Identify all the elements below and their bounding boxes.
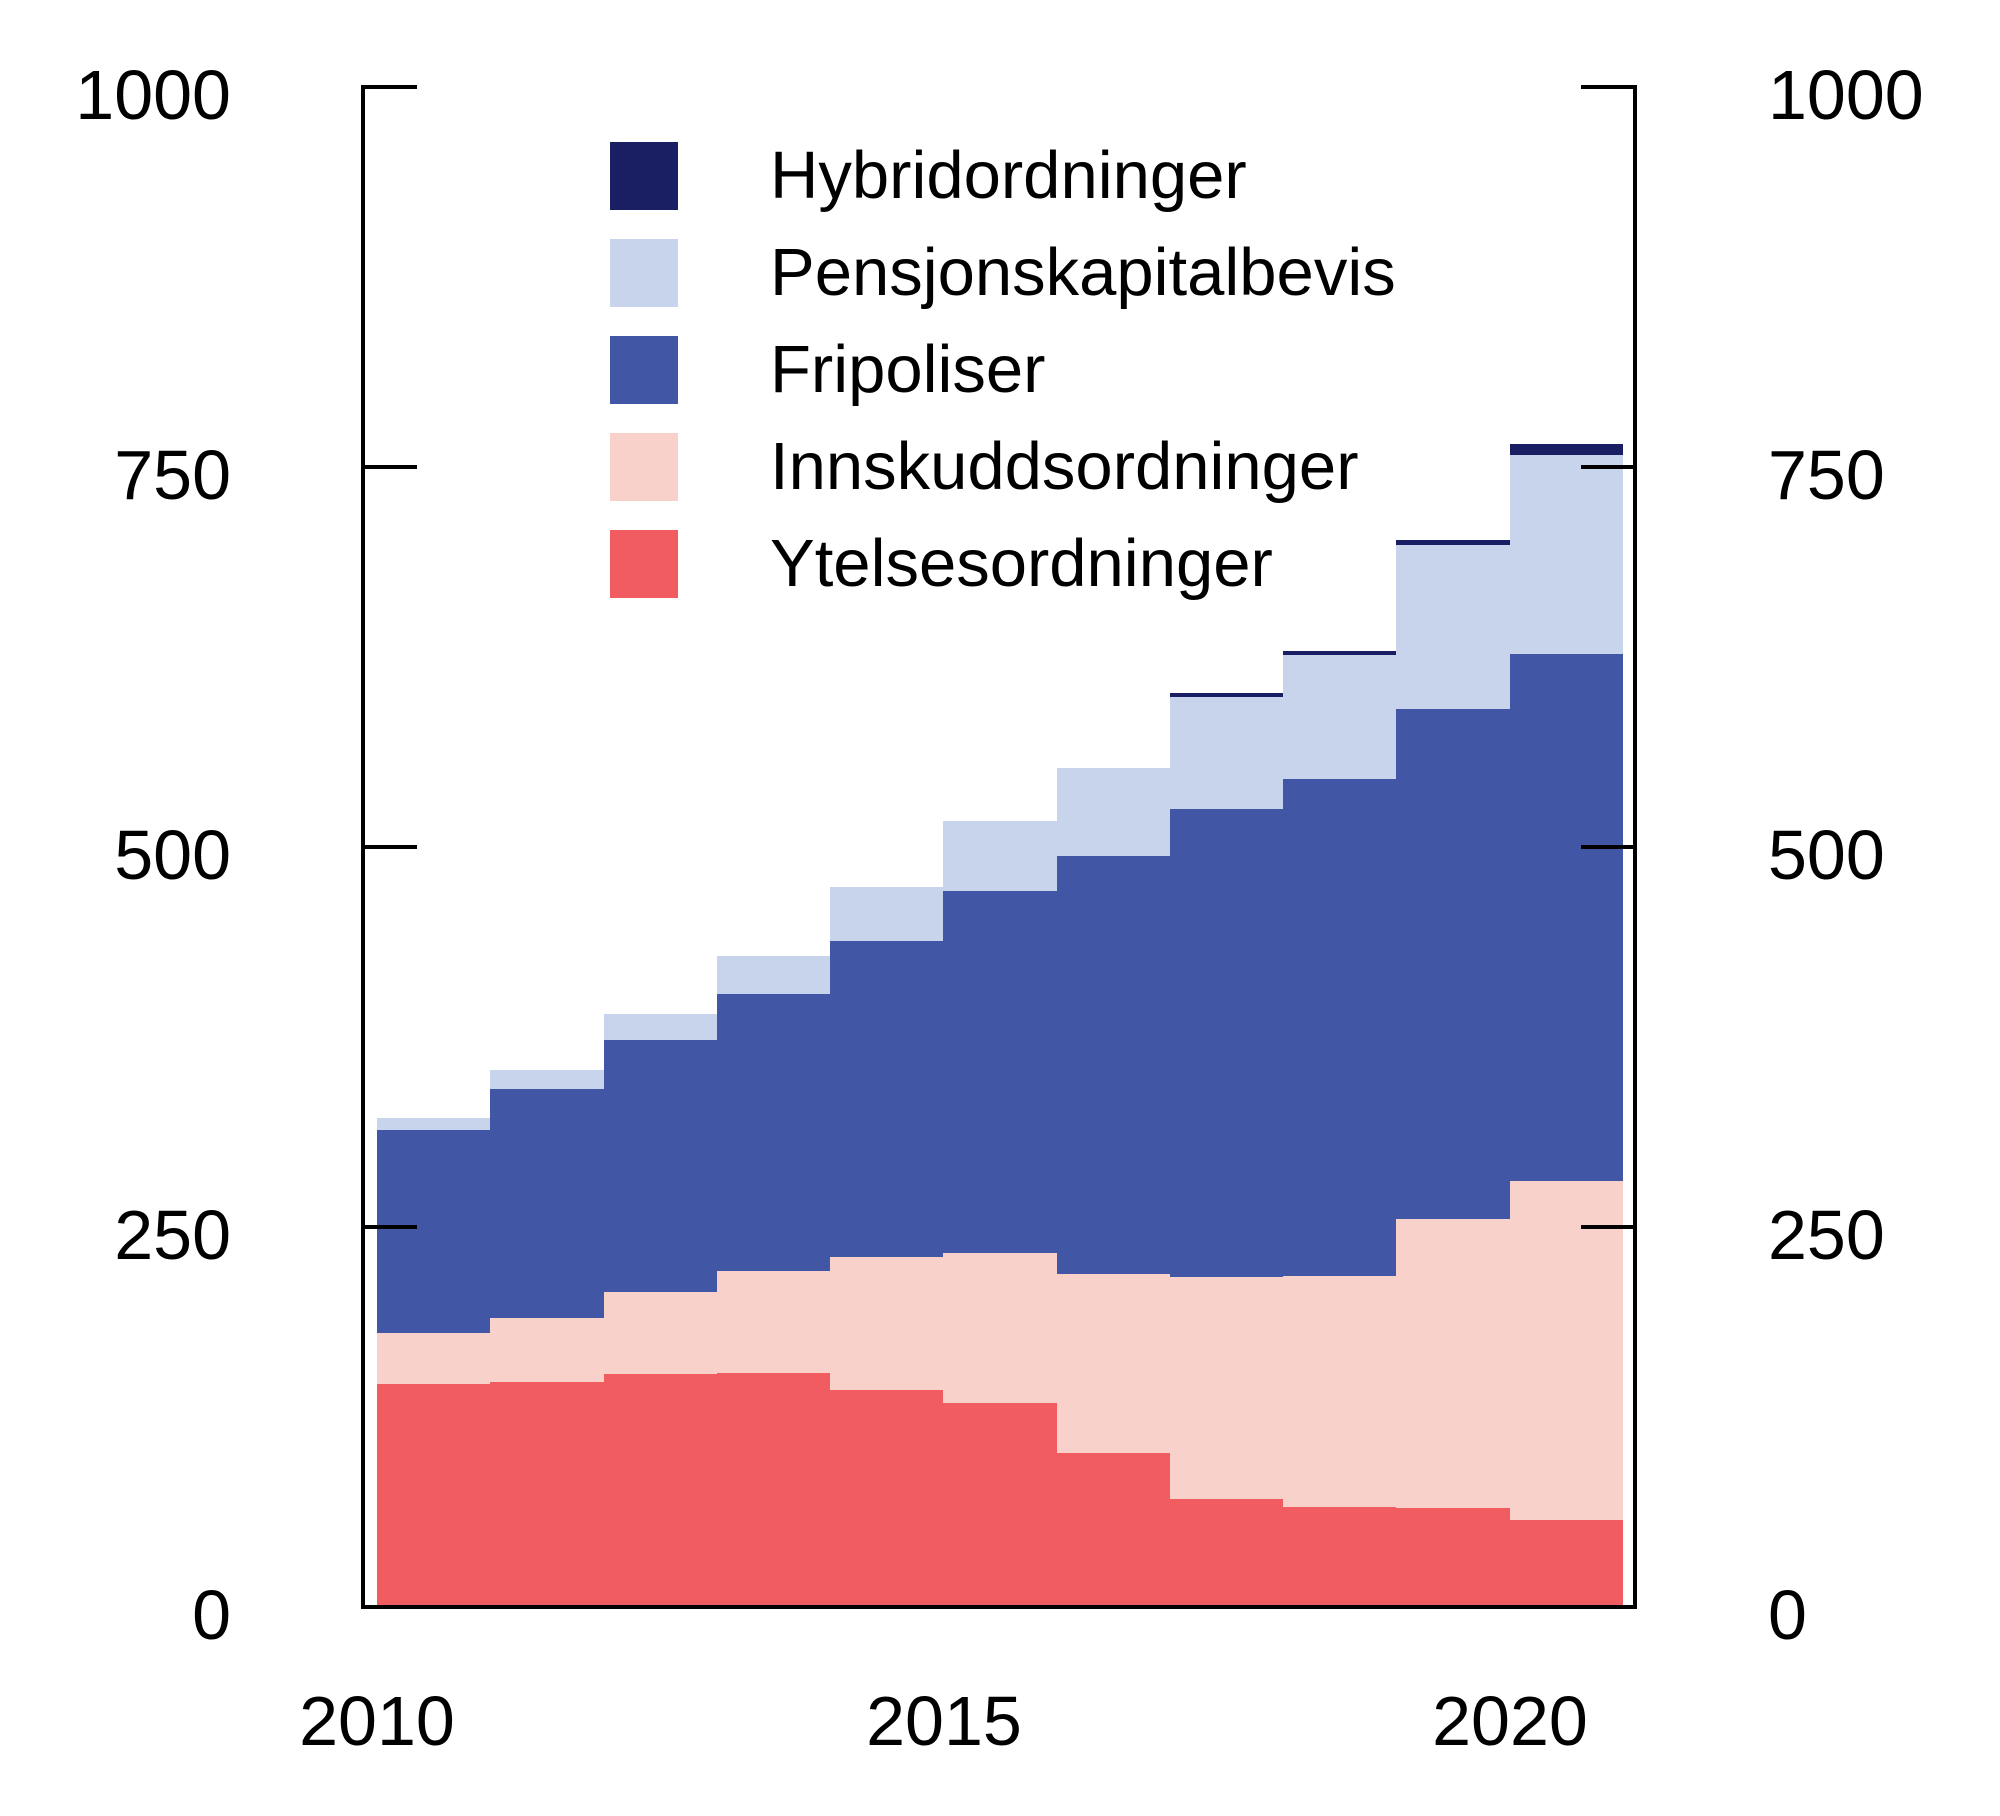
legend-item-hybridordninger: Hybridordninger xyxy=(610,127,1396,224)
y-tick-label-right: 1000 xyxy=(1768,56,1924,134)
bar-segment-pensjonskapitalbevis-2018 xyxy=(1283,655,1396,779)
bar-segment-innskuddsordninger-2016 xyxy=(1057,1274,1170,1453)
bar-segment-hybridordninger-2020 xyxy=(1510,444,1623,455)
bar-segment-ytelsesordninger-2018 xyxy=(1283,1507,1396,1607)
y-tick-left-250 xyxy=(365,1225,417,1229)
bar-segment-innskuddsordninger-2012 xyxy=(604,1292,717,1374)
y-tick-label-right: 250 xyxy=(1768,1196,1885,1274)
legend-item-ytelsesordninger: Ytelsesordninger xyxy=(610,515,1396,612)
legend-item-pensjonskapitalbevis: Pensjonskapitalbevis xyxy=(610,224,1396,321)
legend-label: Ytelsesordninger xyxy=(770,526,1273,601)
legend-swatch-hybridordninger xyxy=(610,141,678,210)
bar-segment-pensjonskapitalbevis-2012 xyxy=(604,1014,717,1040)
bar-segment-ytelsesordninger-2015 xyxy=(943,1403,1057,1607)
bar-segment-innskuddsordninger-2015 xyxy=(943,1253,1057,1403)
bar-segment-innskuddsordninger-2011 xyxy=(490,1318,604,1382)
bar-segment-fripoliser-2015 xyxy=(943,891,1057,1253)
bar-segment-hybridordninger-2017 xyxy=(1170,693,1283,697)
y-tick-right-250 xyxy=(1581,1225,1633,1229)
bar-segment-fripoliser-2018 xyxy=(1283,779,1396,1276)
bar-segment-pensjonskapitalbevis-2013 xyxy=(717,956,830,994)
bar-segment-pensjonskapitalbevis-2017 xyxy=(1170,697,1283,809)
legend-item-fripoliser: Fripoliser xyxy=(610,321,1396,418)
bar-segment-fripoliser-2010 xyxy=(377,1130,490,1333)
bar-segment-hybridordninger-2018 xyxy=(1283,651,1396,655)
bar-segment-fripoliser-2011 xyxy=(490,1089,604,1318)
bar-segment-pensjonskapitalbevis-2010 xyxy=(377,1118,490,1130)
y-tick-left-1000 xyxy=(365,85,417,89)
y-tick-label-left: 250 xyxy=(114,1196,231,1274)
bar-segment-fripoliser-2016 xyxy=(1057,856,1170,1274)
bar-segment-pensjonskapitalbevis-2014 xyxy=(830,887,943,941)
bar-segment-ytelsesordninger-2017 xyxy=(1170,1499,1283,1607)
bar-segment-innskuddsordninger-2014 xyxy=(830,1257,943,1390)
bar-segment-pensjonskapitalbevis-2011 xyxy=(490,1070,604,1089)
y-tick-label-left: 750 xyxy=(114,436,231,514)
bar-segment-fripoliser-2019 xyxy=(1396,709,1510,1219)
y-tick-label-right: 0 xyxy=(1768,1576,1807,1654)
bar-segment-innskuddsordninger-2013 xyxy=(717,1271,830,1373)
y-tick-left-750 xyxy=(365,465,417,469)
y-tick-right-500 xyxy=(1581,845,1633,849)
bar-segment-ytelsesordninger-2013 xyxy=(717,1373,830,1607)
bar-segment-ytelsesordninger-2011 xyxy=(490,1382,604,1607)
legend-label: Hybridordninger xyxy=(770,138,1247,213)
x-tick-label-2010: 2010 xyxy=(299,1682,455,1760)
bar-segment-fripoliser-2014 xyxy=(830,941,943,1257)
legend-swatch-ytelsesordninger xyxy=(610,529,678,598)
x-tick-label-2020: 2020 xyxy=(1432,1682,1588,1760)
bar-segment-ytelsesordninger-2014 xyxy=(830,1390,943,1607)
y-tick-right-1000 xyxy=(1581,85,1633,89)
legend-swatch-innskuddsordninger xyxy=(610,432,678,501)
y-tick-right-750 xyxy=(1581,465,1633,469)
x-axis-line xyxy=(361,1605,1637,1609)
bar-segment-innskuddsordninger-2018 xyxy=(1283,1276,1396,1507)
bar-segment-fripoliser-2017 xyxy=(1170,809,1283,1277)
bar-segment-innskuddsordninger-2020 xyxy=(1510,1181,1623,1520)
y-tick-label-right: 500 xyxy=(1768,816,1885,894)
legend-swatch-fripoliser xyxy=(610,335,678,404)
bar-segment-ytelsesordninger-2016 xyxy=(1057,1453,1170,1607)
legend-swatch-pensjonskapitalbevis xyxy=(610,238,678,307)
bar-segment-fripoliser-2013 xyxy=(717,994,830,1271)
bar-segment-hybridordninger-2019 xyxy=(1396,540,1510,545)
y-tick-left-500 xyxy=(365,845,417,849)
legend-label: Innskuddsordninger xyxy=(770,429,1359,504)
y-tick-label-right: 750 xyxy=(1768,436,1885,514)
legend-label: Pensjonskapitalbevis xyxy=(770,235,1396,310)
y-tick-label-left: 500 xyxy=(114,816,231,894)
bar-segment-pensjonskapitalbevis-2020 xyxy=(1510,455,1623,654)
y-axis-left-spine xyxy=(361,85,365,1609)
bar-segment-ytelsesordninger-2010 xyxy=(377,1384,490,1607)
legend-item-innskuddsordninger: Innskuddsordninger xyxy=(610,418,1396,515)
bar-segment-pensjonskapitalbevis-2015 xyxy=(943,821,1057,891)
y-tick-label-left: 1000 xyxy=(75,56,231,134)
bar-segment-ytelsesordninger-2020 xyxy=(1510,1520,1623,1607)
bar-segment-pensjonskapitalbevis-2016 xyxy=(1057,768,1170,856)
y-tick-label-left: 0 xyxy=(192,1576,231,1654)
bar-segment-pensjonskapitalbevis-2019 xyxy=(1396,545,1510,709)
chart-legend: Hybridordninger Pensjonskapitalbevis Fri… xyxy=(610,127,1396,612)
bar-segment-innskuddsordninger-2010 xyxy=(377,1333,490,1384)
bar-segment-innskuddsordninger-2019 xyxy=(1396,1219,1510,1508)
y-axis-right-spine xyxy=(1633,85,1637,1609)
bar-segment-ytelsesordninger-2019 xyxy=(1396,1508,1510,1607)
bar-segment-ytelsesordninger-2012 xyxy=(604,1374,717,1607)
legend-label: Fripoliser xyxy=(770,332,1046,407)
x-tick-label-2015: 2015 xyxy=(866,1682,1022,1760)
bar-segment-innskuddsordninger-2017 xyxy=(1170,1277,1283,1499)
bar-segment-fripoliser-2012 xyxy=(604,1040,717,1292)
bar-segment-fripoliser-2020 xyxy=(1510,654,1623,1181)
